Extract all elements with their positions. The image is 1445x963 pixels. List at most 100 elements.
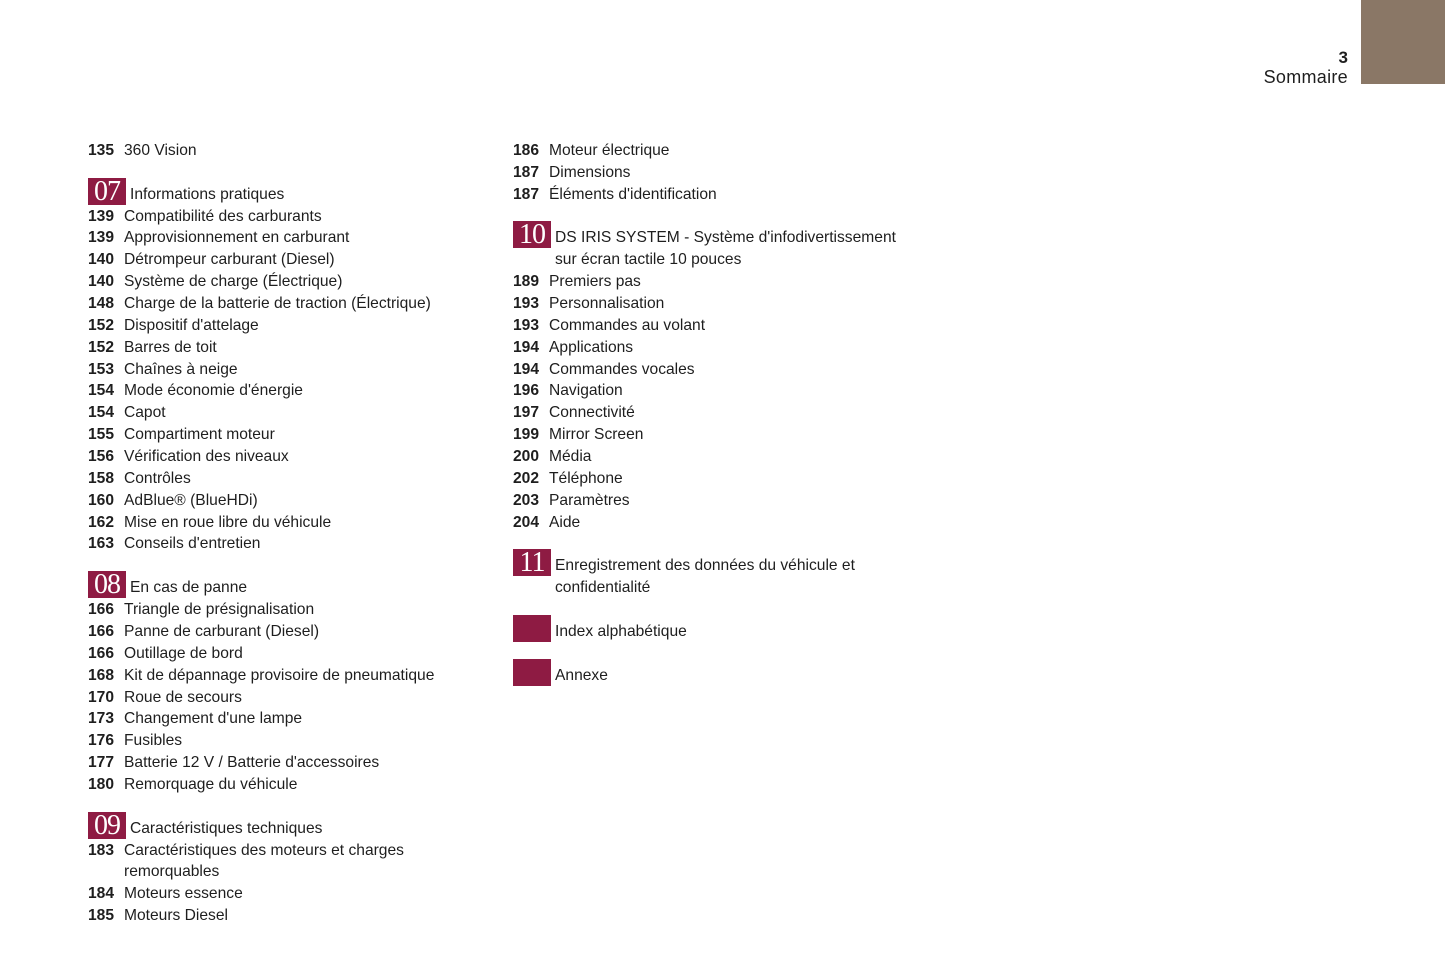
toc-entry[interactable]: 156 Vérification des niveaux xyxy=(88,446,488,468)
page-number-ref: 193 xyxy=(513,295,540,313)
toc-entry[interactable]: 194 Commandes vocales xyxy=(513,359,933,381)
toc-entry[interactable]: 154 Capot xyxy=(88,402,488,424)
toc-entry[interactable]: 200 Média xyxy=(513,446,933,468)
spacer xyxy=(513,643,933,665)
page-number-ref: 139 xyxy=(88,229,115,247)
page-number: 3 xyxy=(1338,48,1348,67)
toc-entry[interactable]: 199 Mirror Screen xyxy=(513,424,933,446)
entry-title: Dimensions xyxy=(549,163,631,181)
page-number-ref: 185 xyxy=(88,907,115,925)
toc-entry[interactable]: 186 Moteur électrique xyxy=(513,140,933,162)
page-number-ref: 202 xyxy=(513,469,540,487)
toc-entry[interactable]: 193 Personnalisation xyxy=(513,293,933,315)
page-number-ref: 197 xyxy=(513,404,540,422)
toc-entry[interactable]: 183 Caractéristiques des moteurs et charg… xyxy=(88,840,488,884)
section-number-badge: 11 xyxy=(513,549,551,577)
section-title: DS IRIS SYSTEM - Système d'infodivertiss… xyxy=(555,229,896,269)
toc-entry[interactable]: 185 Moteurs Diesel xyxy=(88,905,488,927)
page-number-ref: 166 xyxy=(88,622,115,640)
entry-title: Moteur électrique xyxy=(549,142,670,159)
entry-title: Dispositif d'attelage xyxy=(124,316,259,334)
toc-entry[interactable]: 166 Triangle de présignalisation xyxy=(88,599,488,621)
entry-title: AdBlue® (BlueHDi) xyxy=(124,491,258,509)
toc-entry[interactable]: 158 Contrôles xyxy=(88,468,488,490)
page-number-ref: 186 xyxy=(513,142,540,159)
section-number-badge: 07 xyxy=(88,177,126,205)
section-heading[interactable]: Index alphabétique xyxy=(513,614,933,643)
toc-entry[interactable]: 160 AdBlue® (BlueHDi) xyxy=(88,490,488,512)
page-number-ref: 196 xyxy=(513,382,540,400)
section-heading[interactable]: 08 En cas de panne xyxy=(88,571,488,599)
entry-title: Téléphone xyxy=(549,469,623,487)
toc-entry[interactable]: 135 360 Vision xyxy=(88,140,488,162)
page-number-ref: 187 xyxy=(513,163,540,181)
toc-entry[interactable]: 170 Roue de secours xyxy=(88,687,488,709)
section-heading[interactable]: 09 Caractéristiques techniques xyxy=(88,811,488,840)
entry-title: Détrompeur carburant (Diesel) xyxy=(124,251,335,269)
toc-entry[interactable]: 180 Remorquage du véhicule xyxy=(88,774,488,796)
section-heading[interactable]: 07 Informations pratiques xyxy=(88,177,488,206)
toc-entry[interactable]: 166 Panne de carburant (Diesel) xyxy=(88,621,488,643)
toc-entry[interactable]: 184 Moteurs essence xyxy=(88,883,488,905)
entry-title: Barres de toit xyxy=(124,338,217,356)
entry-title: Changement d'une lampe xyxy=(124,710,303,728)
entry-title: Mirror Screen xyxy=(549,426,644,444)
toc-entry[interactable]: 204 Aide xyxy=(513,512,933,534)
entry-title: Approvisionnement en carburant xyxy=(124,229,350,247)
toc-entry[interactable]: 163 Conseils d'entretien xyxy=(88,533,488,555)
toc-entry[interactable]: 152 Barres de toit xyxy=(88,337,488,359)
entry-title: Outillage de bord xyxy=(124,644,243,662)
toc-entry[interactable]: 173 Changement d'une lampe xyxy=(88,708,488,730)
chapter-tab xyxy=(1361,0,1445,84)
toc-right-column: 186 Moteur électrique 187 Dimensions 187 Élém… xyxy=(513,140,933,687)
entry-title: Conseils d'entretien xyxy=(124,535,261,553)
entry-title: Applications xyxy=(549,338,634,356)
toc-entry[interactable]: 196 Navigation xyxy=(513,380,933,402)
toc-entry[interactable]: 187 Éléments d'identification xyxy=(513,184,933,206)
page-number-ref: 183 xyxy=(88,841,115,859)
toc-entry[interactable]: 189 Premiers pas xyxy=(513,271,933,293)
page-number-ref: 140 xyxy=(88,273,115,291)
entry-title: Commandes vocales xyxy=(549,360,695,378)
toc-entry[interactable]: 162 Mise en roue libre du véhicule xyxy=(88,512,488,534)
toc-entry[interactable]: 177 Batterie 12 V / Batterie d'accessoire… xyxy=(88,752,488,774)
entry-title: Aide xyxy=(549,513,581,531)
toc-entry[interactable]: 187 Dimensions xyxy=(513,162,933,184)
toc-entry[interactable]: 155 Compartiment moteur xyxy=(88,424,488,446)
toc-entry[interactable]: 140 Système de charge (Électrique) xyxy=(88,271,488,293)
entry-title: Triangle de présignalisation xyxy=(124,601,315,619)
toc-entry[interactable]: 139 Approvisionnement en carburant xyxy=(88,227,488,249)
toc-entry[interactable]: 197 Connectivité xyxy=(513,402,933,424)
toc-entry[interactable]: 176 Fusibles xyxy=(88,730,488,752)
page-number-ref: 176 xyxy=(88,732,115,750)
section-heading[interactable]: 10 DS IRIS SYSTEM - Système d'infodiverti… xyxy=(513,221,933,271)
section-heading[interactable]: Annexe xyxy=(513,658,933,687)
page-number-ref: 154 xyxy=(88,382,115,400)
toc-entry[interactable]: 202 Téléphone xyxy=(513,468,933,490)
page-number-ref: 154 xyxy=(88,404,115,422)
entry-title: Moteurs Diesel xyxy=(124,907,228,925)
toc-entry[interactable]: 166 Outillage de bord xyxy=(88,643,488,665)
toc-entry[interactable]: 139 Compatibilité des carburants xyxy=(88,206,488,228)
spacer xyxy=(513,599,933,621)
toc-entry[interactable]: 153 Chaînes à neige xyxy=(88,359,488,381)
toc-entry[interactable]: 148 Charge de la batterie de traction (Él… xyxy=(88,293,488,315)
toc-entry[interactable]: 193 Commandes au volant xyxy=(513,315,933,337)
spacer xyxy=(88,796,488,818)
page-number-ref: 170 xyxy=(88,688,115,706)
entry-title: Vérification des niveaux xyxy=(124,448,289,466)
toc-left-column: 135 360 Vision 07 Informations pratiques 139… xyxy=(88,140,488,927)
toc-entry[interactable]: 168 Kit de dépannage provisoire de pneuma… xyxy=(88,665,488,687)
page-number-ref: 168 xyxy=(88,666,115,684)
page-number-ref: 153 xyxy=(88,360,115,378)
toc-entry[interactable]: 140 Détrompeur carburant (Diesel) xyxy=(88,249,488,271)
entry-title: Commandes au volant xyxy=(549,316,706,334)
toc-entry[interactable]: 203 Paramètres xyxy=(513,490,933,512)
page-number-ref: 189 xyxy=(513,273,540,291)
toc-entry[interactable]: 154 Mode économie d'énergie xyxy=(88,380,488,402)
entry-title: Système de charge (Électrique) xyxy=(124,273,343,291)
toc-entry[interactable]: 194 Applications xyxy=(513,337,933,359)
toc-entry[interactable]: 152 Dispositif d'attelage xyxy=(88,315,488,337)
section-heading[interactable]: 11 Enregistrement des données du véhicule… xyxy=(513,549,933,599)
entry-title: Panne de carburant (Diesel) xyxy=(124,622,320,640)
